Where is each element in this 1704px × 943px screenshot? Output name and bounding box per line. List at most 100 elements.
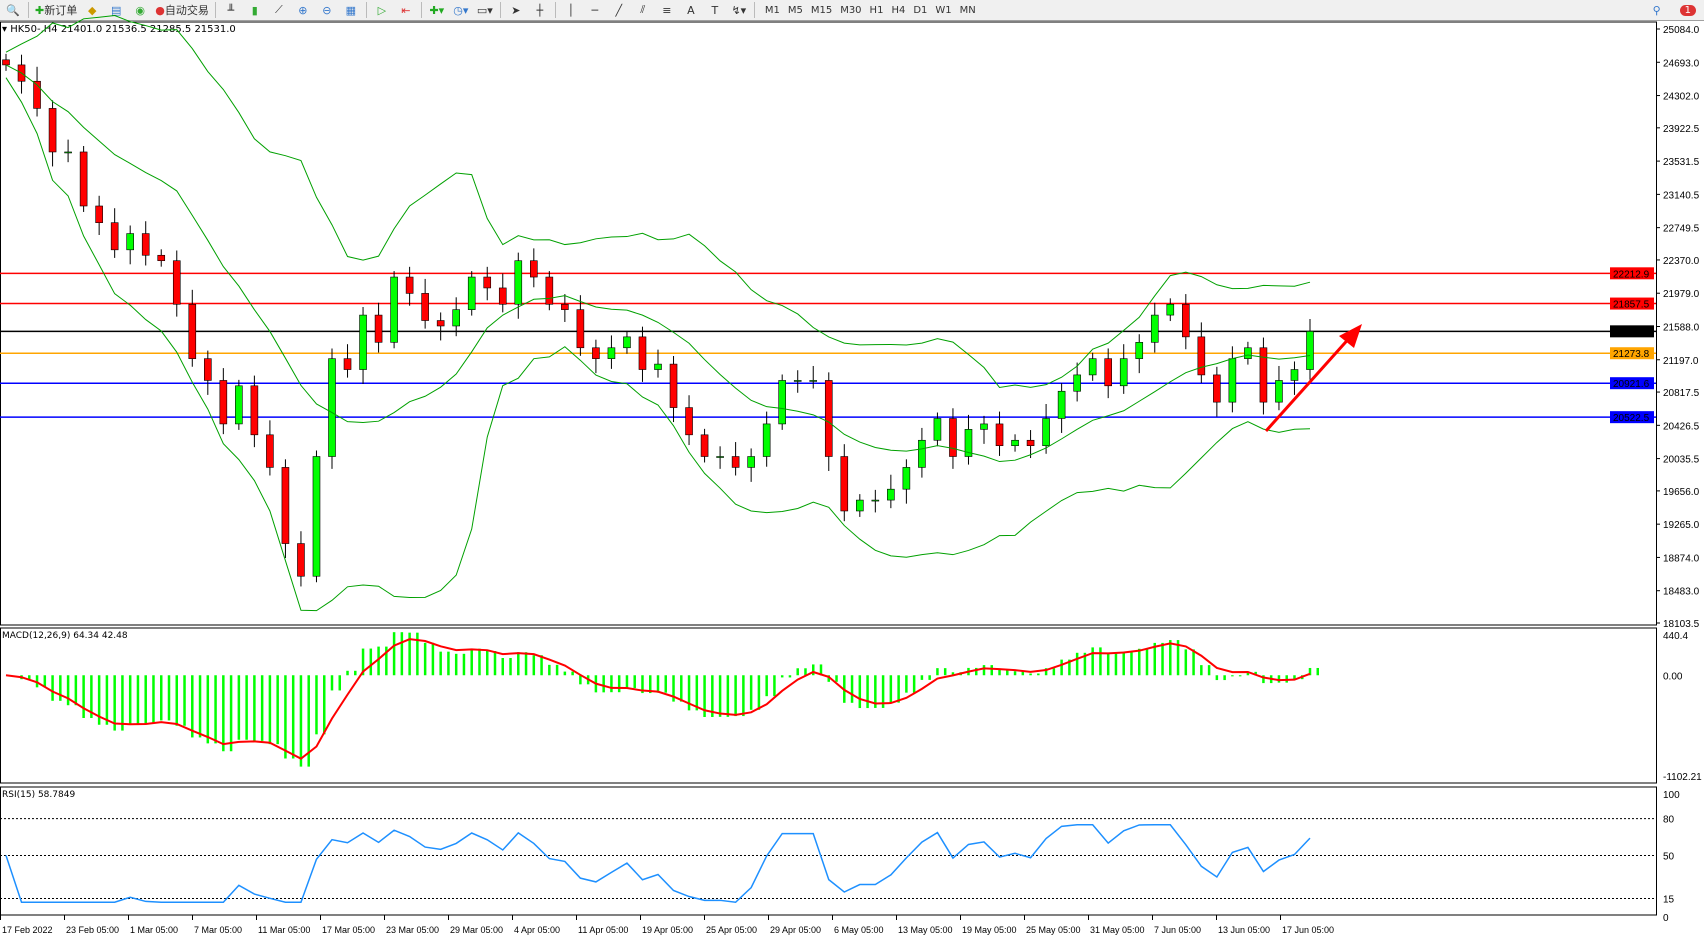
candle-body [1057, 390, 1066, 419]
candle-body [1135, 342, 1144, 359]
candle-body [172, 260, 181, 305]
candle [530, 248, 538, 288]
price-tick-label: 19656.0 [1663, 487, 1700, 498]
candle-body [297, 543, 305, 577]
candlestick-icon[interactable]: ▮ [251, 3, 258, 17]
fibonacci-icon[interactable]: ≡ [662, 3, 672, 17]
auto-trading-icon: ● [155, 3, 165, 17]
time-tick-label: 17 Jun 05:00 [1282, 925, 1334, 935]
candle [933, 412, 942, 447]
market-watch-icon[interactable]: ◆ [87, 3, 97, 17]
candle [235, 379, 243, 430]
notification-badge[interactable]: 1 [1679, 4, 1696, 16]
candle-body [514, 260, 523, 305]
price-level-tag [1610, 267, 1654, 280]
channel-icon[interactable]: ⫽ [640, 3, 646, 16]
candle [778, 374, 786, 430]
text-label-icon[interactable]: T [711, 3, 719, 17]
timeframe-m30[interactable]: M30 [840, 4, 862, 16]
time-tick-label: 1 Mar 05:00 [130, 925, 178, 935]
chart-shift-icon[interactable]: ⇤ [401, 3, 411, 17]
timeframe-m15[interactable]: M15 [810, 4, 833, 16]
candle-body [498, 287, 507, 305]
main-pane-frame [0, 21, 1657, 626]
candle [1244, 341, 1252, 365]
zoom-icon[interactable]: 🔍 [6, 3, 20, 17]
time-tick-label: 25 Apr 05:00 [706, 925, 757, 935]
time-tick-label: 23 Feb 05:00 [66, 925, 119, 935]
candle [949, 408, 957, 469]
templates-icon[interactable]: ▭▾ [476, 3, 493, 17]
price-level-label: 20522.5 [1613, 413, 1650, 424]
timeframe-h1[interactable]: H1 [869, 4, 884, 16]
candle [793, 370, 802, 393]
candle-body [840, 456, 849, 512]
cursor-icon[interactable]: ➤ [511, 3, 521, 17]
rsi-pane-frame [0, 786, 1657, 916]
candle-body [204, 358, 212, 381]
candle [1104, 348, 1112, 399]
text-icon[interactable]: A [687, 3, 695, 17]
candle [1042, 404, 1050, 454]
candle-body [1275, 380, 1283, 403]
bar-chart-icon[interactable]: ╨ [227, 3, 235, 17]
tile-windows-icon[interactable]: ▦ [345, 3, 357, 17]
candle-body [188, 303, 197, 359]
auto-trading-label: 自动交易 [164, 4, 209, 17]
price-level-label: 20921.6 [1613, 379, 1650, 390]
line-chart-icon[interactable]: ⟋ [274, 3, 283, 16]
candle-body [1244, 347, 1252, 359]
zoom-in-icon[interactable]: ⊕ [298, 3, 308, 17]
candle-body [607, 347, 616, 359]
candle-body [638, 336, 647, 370]
candle-body [933, 418, 942, 441]
symbol-ohlc: HK50-,H4 21401.0 21536.5 21285.5 21531.0 [10, 24, 236, 35]
auto-trading-button[interactable]: ● 自动交易 [155, 1, 209, 19]
separator [554, 2, 556, 18]
signal-icon[interactable]: ◉ [135, 3, 146, 17]
data-window-icon[interactable]: ▤ [111, 3, 122, 17]
candle [374, 302, 383, 353]
candle-body [592, 347, 600, 359]
timeframe-h4[interactable]: H4 [891, 4, 906, 16]
crosshair-icon[interactable]: ┼ [536, 3, 544, 17]
timeframe-m5[interactable]: M5 [787, 4, 803, 16]
separator [753, 2, 755, 18]
zoom-out-icon[interactable]: ⊖ [322, 3, 332, 17]
trendline-icon[interactable]: ╱ [615, 3, 623, 17]
horizontal-line-icon[interactable]: ─ [591, 3, 599, 17]
timeframe-d1[interactable]: D1 [913, 4, 928, 16]
candle [1150, 302, 1159, 353]
new-order-button[interactable]: ✚ 新订单 [35, 1, 77, 19]
toolbar: 🔍 ✚ 新订单 ◆ ▤ ◉ ● 自动交易 ╨ ▮ ⟋ ⊕ ⊖ ▦ ▷ ⇤ ✚▾ ◷▾… [0, 0, 1704, 21]
macd-pane-frame [0, 627, 1657, 784]
arrows-icon[interactable]: ↯▾ [731, 3, 747, 17]
timeframe-mn[interactable]: MN [959, 4, 976, 16]
candle-body [623, 336, 631, 349]
candle [172, 250, 181, 317]
candle-body [995, 423, 1004, 447]
price-tick-label: 22370.0 [1663, 256, 1700, 267]
indicators-icon[interactable]: ✚▾ [429, 3, 445, 17]
candle [421, 278, 429, 329]
candle [918, 427, 926, 478]
vertical-line-icon[interactable]: │ [567, 3, 575, 17]
candle [312, 450, 321, 583]
candle-body [824, 380, 833, 457]
candle-body [1213, 374, 1221, 403]
time-tick-label: 31 May 05:00 [1090, 925, 1145, 935]
candle [1290, 361, 1299, 395]
timeframe-m1[interactable]: M1 [764, 4, 780, 16]
candle-body [762, 423, 771, 457]
search-icon[interactable]: ⚲ [1652, 3, 1661, 17]
macd-tick-label: 440.4 [1663, 631, 1688, 642]
candle [1275, 365, 1283, 411]
periods-icon[interactable]: ◷▾ [453, 3, 469, 17]
price-tick-label: 20817.5 [1663, 388, 1700, 399]
timeframe-w1[interactable]: W1 [935, 4, 952, 16]
rsi-tick-label: 15 [1663, 895, 1675, 906]
timeframe-bar: M1 M5 M15 M30 H1 H4 D1 W1 MN [761, 5, 980, 16]
auto-scroll-icon[interactable]: ▷ [377, 3, 387, 17]
candle-body [141, 233, 150, 256]
